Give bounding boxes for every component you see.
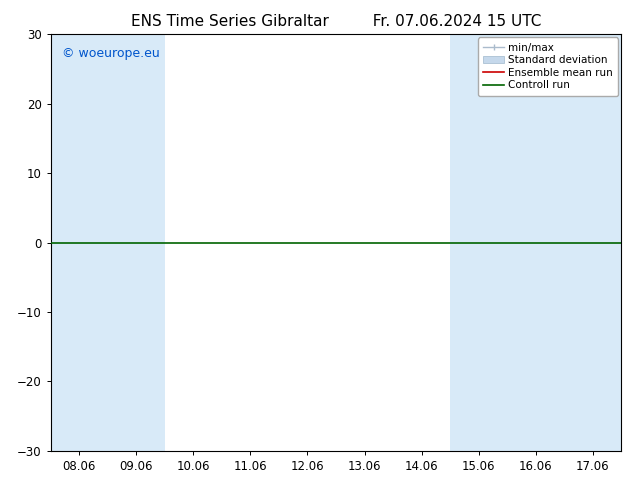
Bar — [507, 34, 564, 451]
Bar — [51, 34, 108, 451]
Bar — [450, 34, 507, 451]
Bar — [564, 34, 621, 451]
Bar — [108, 34, 165, 451]
Title: ENS Time Series Gibraltar         Fr. 07.06.2024 15 UTC: ENS Time Series Gibraltar Fr. 07.06.2024… — [131, 14, 541, 29]
Text: © woeurope.eu: © woeurope.eu — [62, 47, 160, 60]
Legend: min/max, Standard deviation, Ensemble mean run, Controll run: min/max, Standard deviation, Ensemble me… — [478, 37, 618, 96]
